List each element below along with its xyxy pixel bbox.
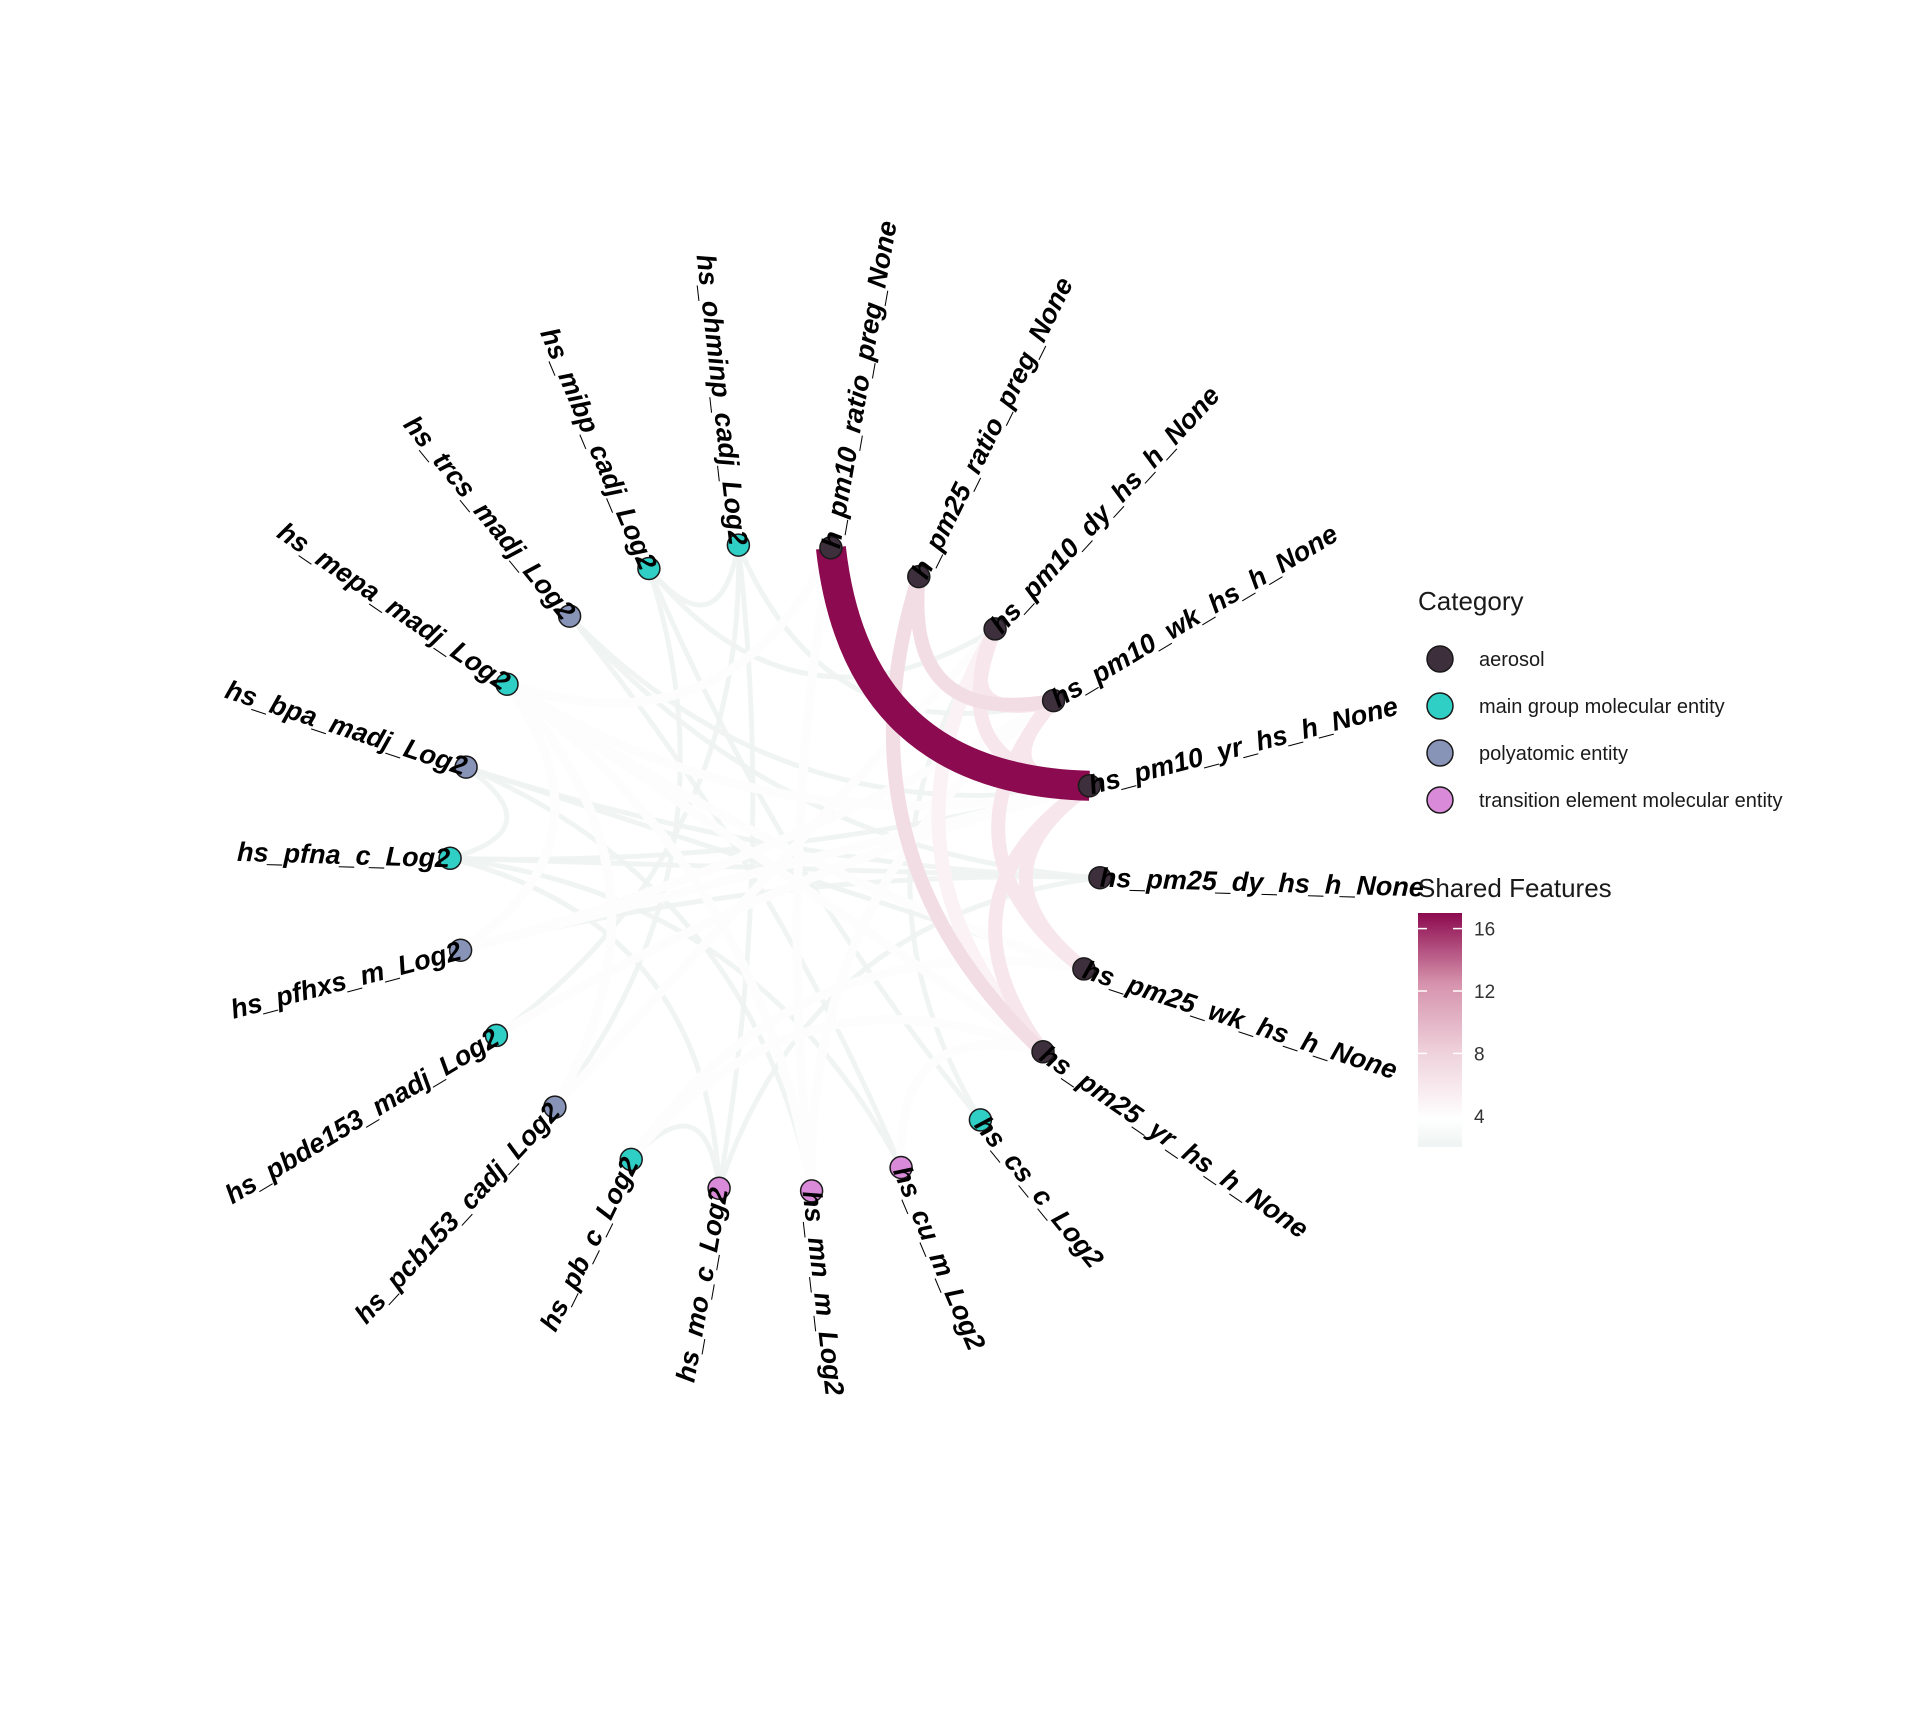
node-hs_pm10_dy_hs_h_None: [983, 617, 1007, 641]
node-label-hs_pm10_wk_hs_h_None: hs_pm10_wk_hs_h_None: [1046, 518, 1343, 713]
node-label-hs_ohminp_cadj_Log2: hs_ohminp_cadj_Log2: [691, 253, 754, 547]
colorbar-tick-label: 4: [1474, 1107, 1485, 1128]
node-hs_pfna_c_Log2: [438, 846, 462, 871]
node-hs_pbde153_madj_Log2: [484, 1023, 509, 1048]
node-hs_pm25_wk_hs_h_None: [1072, 957, 1096, 981]
node-label-hs_mo_c_Log2: hs_mo_c_Log2: [671, 1186, 734, 1385]
node-label-hs_pcb153_cadj_Log2: hs_pcb153_cadj_Log2: [349, 1097, 566, 1329]
edge-h_pm10_ratio_preg_None-hs_mn_m_Log2: [792, 547, 836, 1192]
node-hs_mibp_cadj_Log2: [637, 556, 661, 581]
category-legend-title: Category: [1418, 586, 1524, 616]
node-label-hs_mibp_cadj_Log2: hs_mibp_cadj_Log2: [534, 323, 662, 574]
edge-hs_mibp_cadj_Log2-hs_ohminp_cadj_Log2: [646, 544, 741, 608]
colorbar-tick-label: 8: [1474, 1044, 1485, 1065]
node-label-hs_pfhxs_m_Log2: hs_pfhxs_m_Log2: [227, 936, 464, 1025]
edge-h_pm25_ratio_preg_None-hs_pm10_wk_hs_h_None: [910, 575, 1055, 712]
node-h_pm10_ratio_preg_None: [819, 536, 843, 560]
legend-label: polyatomic entity: [1479, 743, 1628, 765]
legend-item-transition-element-molecular-entity: transition element molecular entity: [1426, 786, 1782, 814]
edges-layer: [449, 544, 1101, 1192]
node-hs_pm25_dy_hs_h_None: [1088, 865, 1112, 890]
node-label-hs_pb_c_Log2: hs_pb_c_Log2: [534, 1153, 645, 1336]
node-label-hs_pm25_wk_hs_h_None: hs_pm25_wk_hs_h_None: [1079, 955, 1401, 1086]
edge-hs_pm25_yr_hs_h_None-hs_cu_m_Log2: [896, 1040, 1045, 1168]
nodes-layer: [438, 533, 1112, 1203]
node-label-hs_pbde153_madj_Log2: hs_pbde153_madj_Log2: [220, 1023, 504, 1210]
legend-swatch: [1426, 645, 1454, 673]
shared-features-legend-title: Shared Features: [1418, 873, 1612, 903]
legend-label: main group molecular entity: [1479, 696, 1725, 718]
node-hs_pm10_wk_hs_h_None: [1041, 688, 1066, 713]
node-h_pm25_ratio_preg_None: [907, 564, 931, 589]
node-label-hs_pm10_yr_hs_h_None: hs_pm10_yr_hs_h_None: [1086, 691, 1401, 800]
legend-swatch: [1426, 739, 1454, 767]
edge-hs_pm25_wk_hs_h_None-hs_pb_c_Log2: [627, 956, 1085, 1162]
edge-h_pm10_ratio_preg_None-hs_pm10_yr_hs_h_None: [815, 546, 1090, 801]
legend-label: aerosol: [1479, 649, 1545, 671]
node-label-hs_mepa_madj_Log2: hs_mepa_madj_Log2: [272, 516, 515, 696]
legend-item-aerosol: aerosol: [1426, 645, 1545, 673]
legend-swatch: [1426, 786, 1454, 814]
node-hs_bpa_madj_Log2: [454, 755, 478, 779]
legend-item-polyatomic-entity: polyatomic entity: [1426, 739, 1628, 767]
edge-h_pm25_ratio_preg_None-hs_pm25_yr_hs_h_None: [885, 574, 1048, 1057]
node-hs_cu_m_Log2: [889, 1155, 913, 1180]
node-label-hs_bpa_madj_Log2: hs_bpa_madj_Log2: [222, 675, 471, 782]
shared-features-colorbar: [1418, 913, 1462, 1147]
node-label-hs_pfna_c_Log2: hs_pfna_c_Log2: [237, 837, 451, 873]
node-hs_mepa_madj_Log2: [495, 672, 519, 696]
node-label-h_pm25_ratio_preg_None: h_pm25_ratio_preg_None: [905, 273, 1079, 584]
edge-hs_pfna_c_Log2-hs_bpa_madj_Log2: [449, 765, 510, 861]
node-hs_pb_c_Log2: [619, 1147, 643, 1172]
node-hs_mn_m_Log2: [799, 1179, 824, 1203]
node-hs_pfhxs_m_Log2: [448, 938, 473, 962]
edge-hs_pfna_c_Log2-hs_mo_c_Log2: [449, 855, 722, 1189]
edge-hs_mepa_madj_Log2-hs_pcb153_cadj_Log2: [503, 681, 616, 1110]
colorbar-tick-label: 16: [1474, 920, 1495, 941]
node-hs_trcs_madj_Log2: [557, 604, 582, 628]
node-hs_mo_c_Log2: [707, 1176, 731, 1200]
legend-item-main-group-molecular-entity: main group molecular entity: [1426, 692, 1725, 720]
edge-hs_mepa_madj_Log2-hs_pfhxs_m_Log2: [458, 681, 560, 954]
node-label-hs_cu_m_Log2: hs_cu_m_Log2: [887, 1162, 991, 1355]
edge-hs_mepa_madj_Log2-hs_mn_m_Log2: [504, 680, 817, 1192]
edge-hs_trcs_madj_Log2-hs_cu_m_Log2: [567, 614, 904, 1169]
node-label-h_pm10_ratio_preg_None: h_pm10_ratio_preg_None: [816, 219, 903, 551]
edge-hs_pbde153_madj_Log2-hs_ohminp_cadj_Log2: [494, 545, 742, 1038]
node-label-hs_pm10_dy_hs_h_None: hs_pm10_dy_hs_h_None: [984, 380, 1226, 639]
edge-hs_pm25_yr_hs_h_None-hs_pb_c_Log2: [627, 1015, 1045, 1163]
node-label-hs_mn_m_Log2: hs_mn_m_Log2: [797, 1189, 850, 1397]
node-hs_cs_c_Log2: [968, 1108, 993, 1132]
node-label-hs_trcs_madj_Log2: hs_trcs_madj_Log2: [398, 410, 582, 626]
legend-swatch: [1426, 692, 1454, 720]
node-hs_pm25_yr_hs_h_None: [1031, 1040, 1055, 1064]
legend-label: transition element molecular entity: [1479, 790, 1782, 812]
node-label-hs_cs_c_Log2: hs_cs_c_Log2: [969, 1110, 1110, 1273]
edge-hs_pm10_yr_hs_h_None-hs_pm25_yr_hs_h_None: [988, 779, 1094, 1056]
node-hs_pcb153_cadj_Log2: [543, 1095, 567, 1119]
node-hs_ohminp_cadj_Log2: [726, 533, 751, 557]
node-label-hs_pm25_dy_hs_h_None: hs_pm25_dy_hs_h_None: [1099, 863, 1424, 903]
legend: Category aerosol main group molecular ent…: [1418, 586, 1782, 1147]
edge-hs_mo_c_Log2-hs_ohminp_cadj_Log2: [716, 544, 756, 1189]
colorbar-tick-label: 12: [1474, 982, 1495, 1003]
node-hs_pm10_yr_hs_h_None: [1077, 774, 1102, 798]
edge-hs_mepa_madj_Log2-h_pm10_ratio_preg_None: [505, 545, 835, 708]
